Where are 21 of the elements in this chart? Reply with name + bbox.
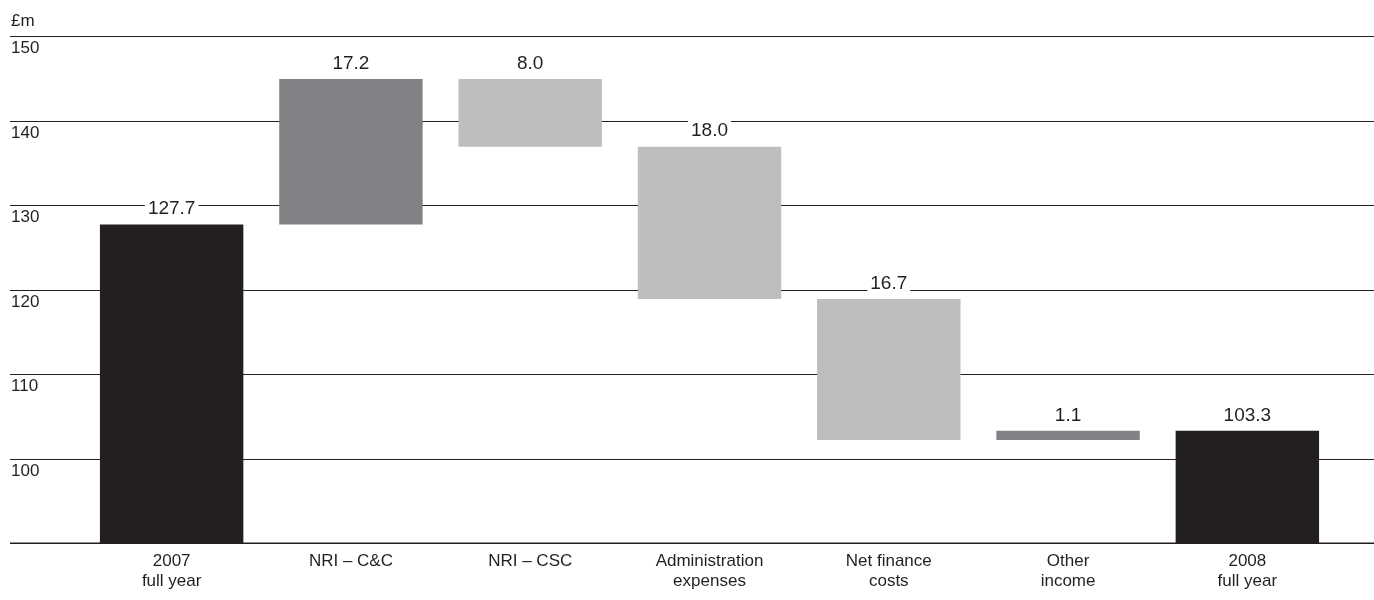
data-label: 103.3	[1223, 403, 1272, 425]
x-tick-label: 2008 full year	[1217, 551, 1278, 591]
x-tick-label: 2007 full year	[141, 551, 202, 591]
y-axis-title: £m	[11, 11, 35, 31]
data-label: 127.7	[147, 197, 196, 219]
x-tick-label: NRI – CSC	[488, 551, 573, 571]
x-tick-label: Net finance costs	[845, 551, 932, 591]
data-label: 1.1	[1054, 403, 1082, 425]
y-tick-label: 120	[11, 291, 40, 311]
y-tick-label: 130	[11, 207, 40, 227]
data-label: 16.7	[870, 271, 908, 293]
x-tick-label: Administration expenses	[655, 551, 764, 591]
y-tick-label: 100	[11, 460, 40, 480]
data-label: 17.2	[332, 51, 370, 73]
data-label: 8.0	[517, 51, 544, 73]
data-label: 18.0	[691, 119, 728, 141]
y-tick-label: 140	[11, 122, 40, 142]
y-tick-label: 150	[11, 38, 40, 58]
x-tick-label: NRI – C&C	[308, 551, 393, 571]
x-tick-label: Other income	[1040, 551, 1096, 591]
y-tick-label: 110	[11, 376, 39, 396]
